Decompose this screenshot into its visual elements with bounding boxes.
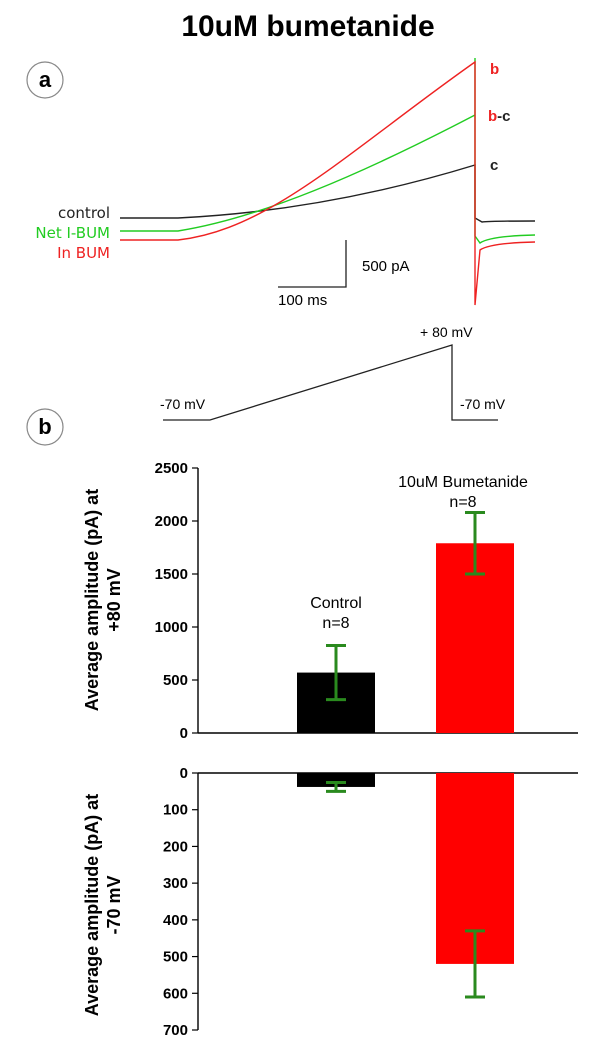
trace-label-b-c: b-c bbox=[488, 108, 511, 125]
panel-a: a b b-c c control Net I-BUM In BUM 500 p… bbox=[26, 58, 536, 421]
chart1-y-label: Average amplitude (pA) at +80 mV bbox=[82, 489, 124, 711]
annotation-control-name: Control bbox=[310, 595, 362, 612]
chart1-y-label-line1: Average amplitude (pA) at bbox=[82, 489, 102, 711]
trace-net-i-bum bbox=[120, 58, 536, 244]
trace-in-bum bbox=[120, 60, 536, 306]
trace-label-b-part: b bbox=[488, 108, 497, 125]
chart2-bar-control bbox=[297, 773, 375, 787]
annotation-control-n: n=8 bbox=[322, 615, 349, 632]
chart2-tick-label: 300 bbox=[163, 875, 188, 892]
trace-label-c-part: -c bbox=[497, 108, 510, 125]
legend-in-bum: In BUM bbox=[57, 244, 110, 262]
chart1-tick-label: 1500 bbox=[155, 566, 188, 583]
voltage-protocol bbox=[163, 344, 498, 421]
chart1-tick-label: 0 bbox=[180, 725, 188, 742]
scale-bar bbox=[278, 240, 347, 288]
chart1-y-label-line2: +80 mV bbox=[104, 568, 124, 632]
trace-control bbox=[120, 164, 536, 223]
annotation-bumetanide-n: n=8 bbox=[449, 494, 476, 511]
panel-b-label-circle bbox=[26, 408, 64, 446]
chart2-tick-label: 0 bbox=[180, 765, 188, 782]
protocol-hold-left-label: -70 mV bbox=[160, 396, 206, 412]
panel-b-label: b bbox=[38, 414, 51, 439]
chart2-y-label-line2: -70 mV bbox=[104, 875, 124, 934]
chart2-tick-label: 100 bbox=[163, 802, 188, 819]
chart2-tick-label: 600 bbox=[163, 985, 188, 1002]
chart2-tick-label: 500 bbox=[163, 949, 188, 966]
protocol-hold-right-label: -70 mV bbox=[460, 396, 506, 412]
chart1-tick-label: 2000 bbox=[155, 513, 188, 530]
chart2-tick-label: 200 bbox=[163, 838, 188, 855]
chart1-tick-label: 1000 bbox=[155, 619, 188, 636]
panel-a-label-circle bbox=[26, 61, 64, 99]
annotation-bumetanide-name: 10uM Bumetanide bbox=[398, 474, 528, 491]
chart2-y-label: Average amplitude (pA) at -70 mV bbox=[82, 794, 124, 1016]
legend-control: control bbox=[58, 204, 110, 222]
chart2-y-label-line1: Average amplitude (pA) at bbox=[82, 794, 102, 1016]
trace-label-b: b bbox=[490, 61, 499, 78]
figure-title: 10uM bumetanide bbox=[181, 10, 434, 43]
trace-label-c: c bbox=[490, 157, 498, 174]
chart1-tick-label: 2500 bbox=[155, 460, 188, 477]
chart1-tick-label: 500 bbox=[163, 672, 188, 689]
chart2-tick-label: 700 bbox=[163, 1022, 188, 1039]
panel-a-label: a bbox=[39, 67, 52, 92]
protocol-peak-label: + 80 mV bbox=[420, 324, 473, 340]
chart2-tick-label: 400 bbox=[163, 912, 188, 929]
scale-bar-current: 500 pA bbox=[362, 258, 410, 275]
scale-bar-time: 100 ms bbox=[278, 292, 327, 309]
legend-net-i-bum: Net I-BUM bbox=[35, 224, 110, 242]
panel-b: b Control n=8 10uM Bumetanide n=8 0 500 10… bbox=[26, 408, 578, 1039]
